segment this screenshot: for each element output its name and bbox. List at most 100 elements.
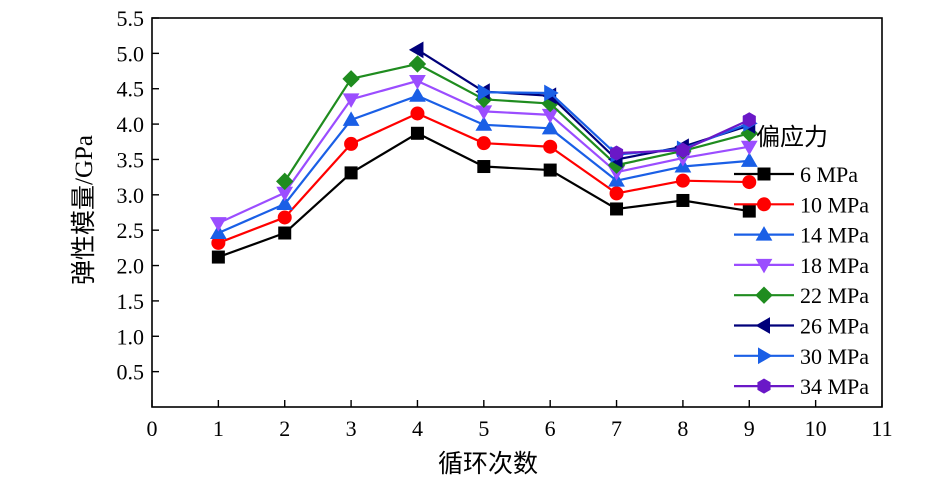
y-tick-label: 3.5 [117,147,145,172]
legend-marker [755,226,773,241]
data-point [276,172,294,191]
legend-label: 34 MPa [800,374,869,399]
data-point [477,83,493,101]
x-tick-label: 6 [545,416,556,441]
axes: 0 1 2 3 4 5 6 7 8 9 10 11 0.5 1.0 1.5 2.0 2.5 3.0 3.5 4.0 4.… [117,6,893,441]
legend-title: 偏应力 [756,124,828,151]
data-point [209,224,227,240]
legend-item: 26 MPa [734,314,869,339]
plot-frame [151,17,883,408]
data-point [475,116,493,131]
legend-item: 30 MPa [734,344,869,369]
data-point [609,145,624,161]
data-point [675,173,690,188]
legend-marker [755,286,773,304]
data-point [211,250,225,264]
legend-marker [755,258,773,274]
y-tick-label: 3.0 [117,183,145,208]
x-tick-label: 8 [677,416,688,441]
legend-marker [758,347,773,365]
data-point [609,186,624,201]
x-tick-label: 2 [279,416,290,441]
data-point [477,160,491,174]
y-tick-label: 5.5 [117,6,145,31]
data-point [476,136,491,151]
legend-item: 10 MPa [734,192,869,217]
legend-item: 14 MPa [734,223,869,248]
legend-marker [757,167,771,181]
legend-item: 22 MPa [734,283,869,308]
x-tick-label: 1 [213,416,224,441]
data-point [408,55,427,73]
series-34-mpa [609,112,756,161]
data-point [276,195,294,211]
data-point [209,217,227,232]
x-tick-label: 9 [744,416,755,441]
series-26-mpa [408,41,756,168]
legend-label: 30 MPa [800,344,869,369]
y-tick-label: 5.0 [117,41,145,66]
y-axis-title: 弹性模量/GPa [70,135,98,285]
x-tick-label: 7 [611,416,622,441]
data-point [543,139,558,154]
data-point [740,152,758,167]
data-point [541,119,559,135]
series-line [283,62,750,182]
legend-label: 22 MPa [800,283,869,308]
y-tick-label: 0.5 [117,360,145,385]
data-point [676,193,690,207]
data-point [543,163,557,177]
y-tick-label: 4.0 [117,112,145,137]
data-point [409,74,426,90]
data-point [742,204,756,218]
series-14-mpa [209,87,758,240]
data-point [742,175,757,190]
data-point [409,87,426,102]
legend-label: 10 MPa [800,192,869,217]
data-point [342,70,360,88]
x-axis-title: 循环次数 [438,450,538,478]
y-tick-label: 4.5 [117,77,145,102]
data-point [344,166,358,180]
data-point [742,112,756,128]
legend-label: 26 MPa [800,314,869,339]
data-point [342,93,360,108]
legend-label: 14 MPa [800,223,869,248]
data-point [676,142,690,158]
data-point [408,41,424,59]
data-point [410,126,424,140]
legend-label: 6 MPa [800,162,858,187]
legend-item: 18 MPa [734,253,869,278]
legend-item: 34 MPa [734,374,869,399]
legend-marker [757,378,771,394]
x-tick-label: 4 [412,416,423,441]
data-point [410,106,425,121]
series-line [217,112,750,244]
series-10-mpa [211,106,757,250]
x-tick-label: 0 [147,416,158,441]
y-tick-label: 1.0 [117,324,145,349]
legend-marker [757,197,771,212]
x-tick-label: 10 [805,416,827,441]
legend-item: 6 MPa [734,162,858,187]
y-tick-label: 2.0 [117,254,145,279]
data-point [344,136,359,151]
series-line [416,48,750,161]
legend-marker [755,317,770,334]
data-point [277,210,292,225]
x-tick-label: 3 [346,416,357,441]
data-point [610,202,624,216]
y-tick-label: 1.5 [117,289,145,314]
x-tick-label: 11 [871,416,892,441]
series-layer [209,41,758,264]
x-tick-label: 5 [478,416,489,441]
series-6-mpa [211,126,756,264]
data-point [278,226,292,240]
legend: 偏应力 6 MPa 10 MPa 14 MPa 18 MPa 22 MPa 26 MPa 3… [734,124,869,399]
legend-label: 18 MPa [800,253,869,278]
y-tick-label: 2.5 [117,218,145,243]
data-point [342,111,360,126]
data-point [544,84,559,102]
